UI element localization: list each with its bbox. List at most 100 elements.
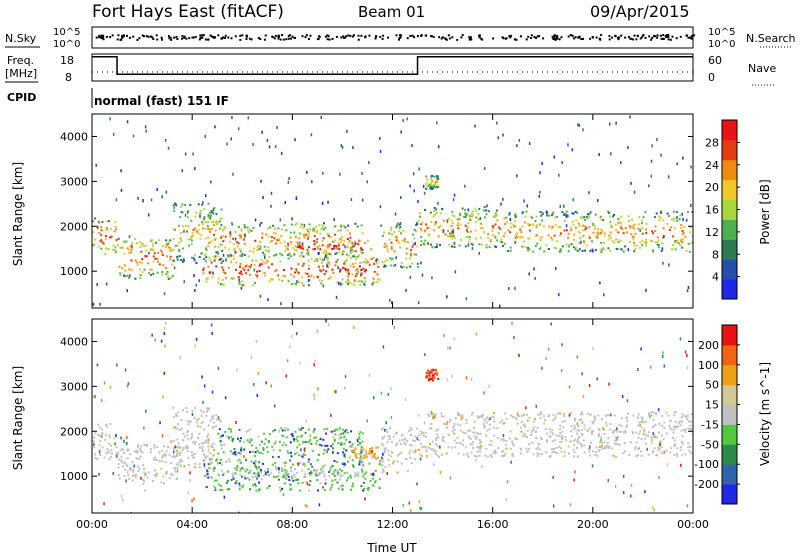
data-pixel — [274, 270, 277, 273]
data-pixel — [551, 238, 554, 241]
data-pixel — [536, 455, 539, 458]
data-pixel — [336, 428, 339, 431]
data-pixel — [572, 439, 575, 442]
data-pixel — [118, 458, 121, 461]
noise-pixel — [186, 210, 189, 214]
data-pixel — [349, 474, 352, 477]
data-pixel — [373, 281, 376, 284]
data-pixel — [361, 432, 364, 435]
data-pixel — [158, 263, 161, 266]
data-pixel — [292, 463, 294, 466]
noise-pixel — [417, 301, 420, 305]
noise-point — [624, 36, 627, 39]
data-pixel — [273, 428, 276, 431]
data-pixel — [301, 455, 304, 458]
data-pixel — [245, 264, 248, 266]
data-pixel — [222, 473, 225, 476]
noise-point — [155, 34, 158, 37]
data-pixel — [565, 243, 568, 246]
noise-pixel — [132, 134, 135, 138]
data-pixel — [473, 435, 476, 438]
data-pixel — [283, 240, 286, 243]
colorbar-swatch — [722, 139, 737, 161]
data-pixel — [263, 253, 266, 256]
data-pixel — [206, 225, 209, 228]
noise-point — [143, 35, 146, 38]
data-pixel — [169, 276, 172, 279]
data-pixel — [307, 284, 310, 287]
data-pixel — [396, 431, 398, 434]
data-pixel — [311, 449, 314, 452]
data-pixel — [417, 414, 420, 417]
data-pixel — [210, 444, 213, 447]
data-pixel — [284, 464, 286, 467]
data-pixel — [605, 414, 607, 417]
data-pixel — [273, 232, 275, 234]
data-pixel — [339, 436, 342, 439]
data-pixel — [374, 480, 377, 483]
data-pixel — [620, 215, 623, 218]
data-pixel — [205, 256, 208, 258]
data-pixel — [483, 231, 486, 234]
data-pixel — [650, 438, 653, 441]
data-pixel — [313, 428, 316, 431]
data-pixel — [638, 216, 640, 219]
noise-pixel — [446, 219, 449, 223]
data-pixel — [467, 429, 470, 432]
data-pixel — [529, 224, 532, 227]
data-pixel — [406, 469, 409, 472]
data-pixel — [287, 253, 290, 256]
data-pixel — [266, 470, 269, 473]
data-pixel — [417, 439, 420, 442]
data-pixel — [200, 422, 203, 425]
data-pixel — [465, 422, 468, 425]
noise-pixel — [314, 359, 316, 363]
data-pixel — [581, 411, 583, 414]
data-pixel — [346, 431, 349, 434]
data-pixel — [601, 426, 604, 429]
data-pixel — [176, 453, 178, 456]
noise-pixel — [120, 494, 123, 498]
data-pixel — [93, 436, 96, 439]
noise-pixel — [451, 374, 453, 378]
noise-point — [277, 35, 280, 38]
data-pixel — [354, 475, 357, 478]
data-pixel — [193, 443, 196, 445]
data-pixel — [167, 277, 170, 280]
data-pixel — [376, 272, 379, 275]
data-pixel — [292, 473, 295, 476]
data-pixel — [685, 249, 688, 252]
data-pixel — [673, 439, 676, 442]
data-pixel — [220, 236, 222, 239]
data-pixel — [652, 425, 655, 428]
data-pixel — [213, 467, 216, 470]
data-pixel — [386, 250, 389, 253]
data-pixel — [598, 449, 601, 451]
data-pixel — [214, 245, 217, 248]
data-pixel — [624, 227, 627, 230]
data-pixel — [434, 221, 437, 224]
data-pixel — [530, 430, 533, 433]
data-pixel — [347, 224, 350, 227]
data-pixel — [156, 257, 159, 260]
data-pixel — [464, 431, 467, 434]
data-pixel — [340, 241, 342, 244]
data-pixel — [130, 248, 133, 251]
data-pixel — [367, 261, 370, 264]
data-pixel — [356, 225, 359, 228]
data-pixel — [104, 253, 107, 256]
data-pixel — [428, 415, 431, 418]
data-pixel — [324, 464, 327, 467]
noise-pixel — [442, 230, 445, 233]
data-pixel — [428, 183, 431, 186]
data-pixel — [278, 468, 280, 471]
data-pixel — [358, 254, 361, 257]
data-pixel — [640, 219, 643, 222]
data-pixel — [161, 251, 164, 254]
data-pixel — [198, 466, 201, 469]
noise-point — [667, 38, 670, 41]
data-pixel — [352, 250, 355, 253]
noise-point — [349, 35, 352, 38]
noise-point — [669, 38, 672, 41]
data-pixel — [360, 449, 362, 452]
